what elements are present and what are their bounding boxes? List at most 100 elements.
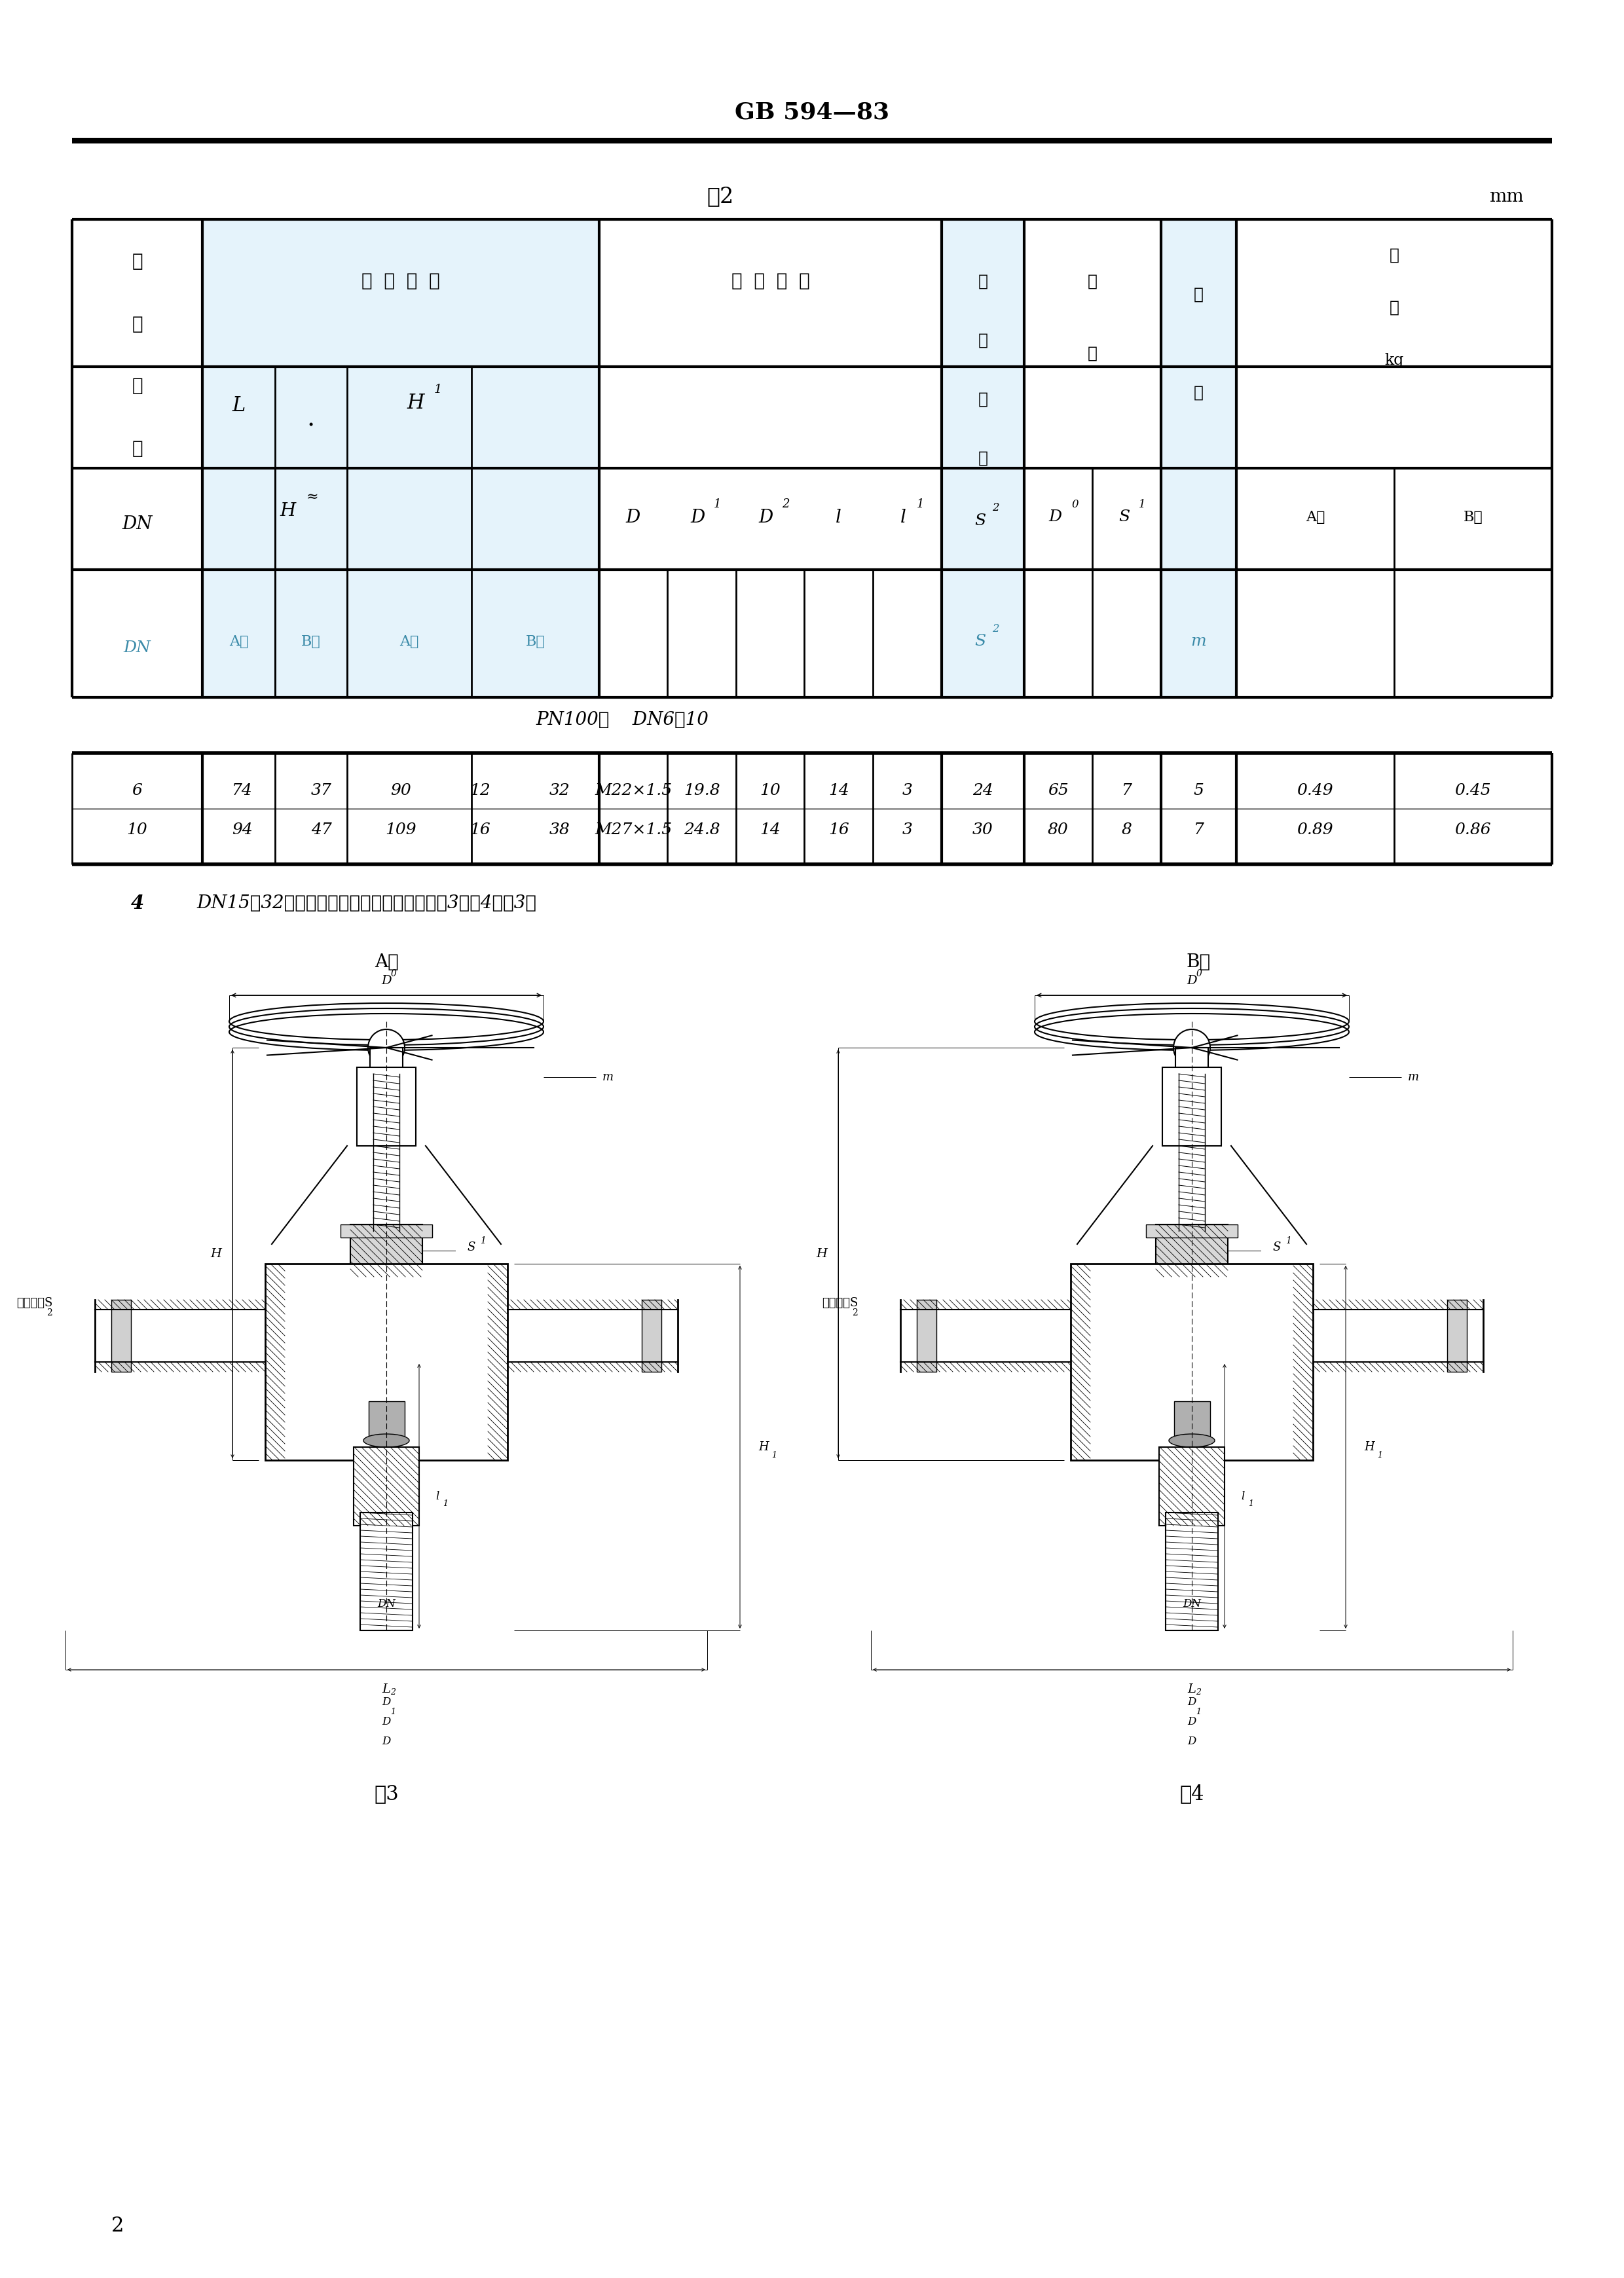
Text: 109: 109 (385, 822, 416, 838)
Bar (1156, 1226, 1228, 1278)
Text: 47: 47 (312, 822, 331, 838)
Text: 6: 6 (132, 784, 143, 797)
Text: kg: kg (1385, 353, 1403, 367)
Text: m: m (1408, 1071, 1419, 1082)
Text: 5: 5 (1194, 784, 1203, 797)
Ellipse shape (364, 1433, 409, 1447)
Text: GB 594—83: GB 594—83 (734, 103, 890, 123)
Text: mm: mm (1489, 187, 1523, 205)
Text: 90: 90 (390, 784, 411, 797)
Bar (1166, 1513, 1218, 1631)
Text: 2: 2 (390, 1688, 396, 1697)
Text: 0: 0 (1072, 499, 1078, 510)
Bar (1176, 1048, 1208, 1071)
Text: B型: B型 (526, 636, 546, 649)
Bar (1447, 1301, 1466, 1371)
Text: 1: 1 (1249, 1499, 1254, 1508)
Text: 1: 1 (479, 1237, 486, 1246)
Text: 32: 32 (549, 784, 570, 797)
Text: 0.45: 0.45 (1455, 784, 1491, 797)
Text: A型: A型 (374, 954, 398, 970)
Text: 尺: 尺 (978, 392, 987, 408)
Text: 24.8: 24.8 (684, 822, 719, 838)
Text: 1: 1 (434, 383, 442, 396)
Bar (341, 1226, 432, 1237)
Bar (369, 1401, 404, 1440)
Text: m: m (1190, 633, 1207, 649)
Text: 径: 径 (132, 440, 143, 458)
Text: 1: 1 (771, 1451, 776, 1460)
Text: 称: 称 (132, 314, 143, 333)
Text: 升: 升 (1194, 287, 1203, 303)
Text: 74: 74 (232, 784, 252, 797)
Text: S: S (1273, 1242, 1281, 1253)
Text: 图4: 图4 (1179, 1784, 1203, 1804)
Text: S: S (1119, 510, 1130, 524)
Text: 2: 2 (992, 624, 999, 636)
Text: 4: 4 (132, 893, 145, 913)
Text: l: l (1241, 1490, 1244, 1501)
Text: 0.89: 0.89 (1298, 822, 1333, 838)
Text: D: D (1187, 1736, 1197, 1747)
Text: 38: 38 (549, 822, 570, 838)
Text: 板: 板 (978, 273, 987, 289)
Text: 通: 通 (132, 378, 143, 394)
Bar (1160, 1447, 1224, 1526)
Text: H: H (758, 1442, 768, 1453)
Bar (357, 1068, 416, 1146)
Text: 12: 12 (469, 784, 490, 797)
Text: B型: B型 (1463, 510, 1483, 524)
Text: 24: 24 (973, 784, 994, 797)
Text: H: H (1364, 1442, 1374, 1453)
Text: 37: 37 (312, 784, 331, 797)
Bar (361, 1513, 412, 1631)
Text: 10: 10 (760, 784, 781, 797)
Text: 结  构  尺  寸: 结 构 尺 寸 (362, 273, 440, 289)
Text: A型: A型 (400, 636, 419, 649)
Text: 2: 2 (853, 1308, 857, 1317)
Text: D: D (1187, 1718, 1197, 1727)
Text: m: m (603, 1071, 614, 1082)
Bar (918, 1301, 937, 1371)
Text: 手: 手 (978, 333, 987, 349)
Text: 重: 重 (1389, 248, 1398, 262)
Text: 2: 2 (992, 501, 999, 513)
Text: 2: 2 (47, 1308, 52, 1317)
Text: D: D (758, 508, 773, 526)
Text: 寸: 寸 (978, 451, 987, 467)
Text: 16: 16 (828, 822, 849, 838)
Text: 程: 程 (1194, 385, 1203, 401)
Text: 1: 1 (1285, 1237, 1291, 1246)
Text: DN: DN (123, 640, 151, 656)
Text: D: D (1187, 975, 1197, 986)
Text: 手: 手 (1088, 273, 1098, 289)
Text: 94: 94 (232, 822, 252, 838)
Bar (351, 1226, 422, 1278)
Text: L: L (232, 396, 245, 417)
Text: 8: 8 (1122, 822, 1132, 838)
Text: L: L (382, 1683, 391, 1695)
Text: D: D (690, 508, 705, 526)
Text: H: H (279, 501, 296, 519)
Text: 65: 65 (1047, 784, 1069, 797)
Text: .: . (307, 408, 315, 431)
Bar (203, 219, 274, 697)
Text: 80: 80 (1047, 822, 1069, 838)
Text: PN100，    DN6～10: PN100， DN6～10 (536, 711, 708, 729)
Text: 19.8: 19.8 (684, 784, 719, 797)
Text: DN: DN (377, 1599, 396, 1611)
Text: ≈: ≈ (307, 490, 318, 503)
Text: S: S (468, 1242, 476, 1253)
Circle shape (369, 1030, 404, 1066)
Text: 10: 10 (127, 822, 148, 838)
Text: S: S (974, 513, 986, 528)
Text: L: L (1187, 1683, 1195, 1695)
Text: 1: 1 (1377, 1451, 1382, 1460)
Text: 0: 0 (391, 968, 396, 977)
Text: 30: 30 (973, 822, 994, 838)
Text: 轮: 轮 (1088, 346, 1098, 362)
Text: 3: 3 (903, 822, 913, 838)
Bar (1163, 1068, 1221, 1146)
Text: DN15～32的截止阀结构型式和基本尺寸按图3、图4和表3。: DN15～32的截止阀结构型式和基本尺寸按图3、图4和表3。 (197, 895, 536, 913)
Text: 7: 7 (1122, 784, 1132, 797)
